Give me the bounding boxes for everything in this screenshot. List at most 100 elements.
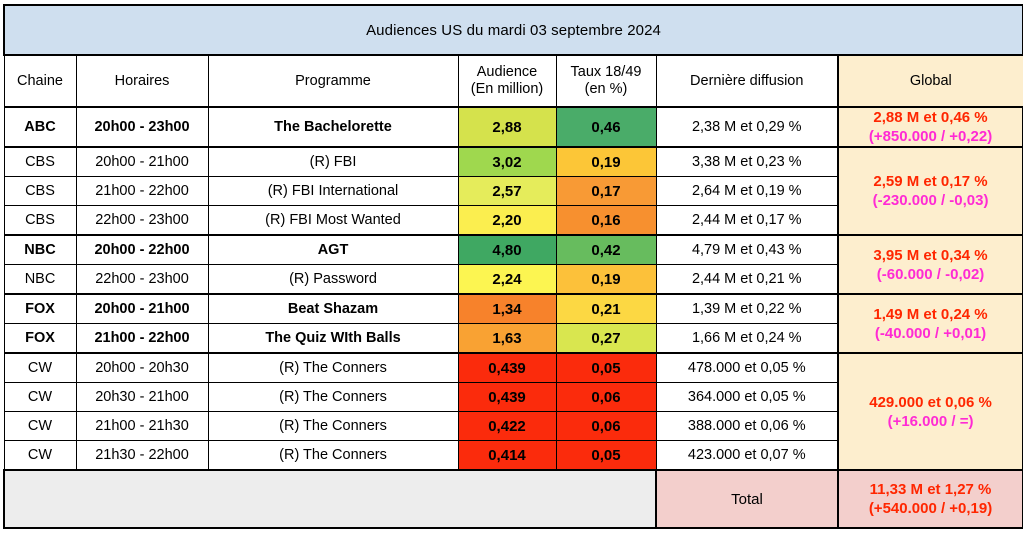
table-row[interactable]: CW 21h00 - 21h30 (R) The Conners 0,422 0,06 3… <box>3 411 1023 441</box>
cell-taux: 0,19 <box>555 146 657 177</box>
cell-global: 1,49 M et 0,24 % (-40.000 / +0,01) <box>836 293 1023 354</box>
cell-horaires: 21h00 - 22h00 <box>75 323 209 354</box>
cell-global: 2,59 M et 0,17 % (-230.000 / -0,03) <box>836 146 1023 236</box>
column-header-audience: Audience (En million) <box>457 54 557 108</box>
column-header-taux: Taux 18/49 (en %) <box>555 54 657 108</box>
total-main-value: 11,33 M et 1,27 % <box>869 481 992 498</box>
cell-audience: 0,422 <box>457 411 557 441</box>
global-main-value: 3,95 M et 0,34 % <box>873 246 988 264</box>
table-row[interactable]: ABC 20h00 - 23h00 The Bachelorette 2,88 0,46… <box>3 106 1023 148</box>
header-row: Chaine Horaires Programme Audience (En m… <box>3 54 1023 108</box>
cell-programme: (R) The Conners <box>207 382 459 412</box>
cell-chaine: CW <box>3 382 77 412</box>
total-label: Total <box>655 469 839 529</box>
column-header-taux-line1: Taux 18/49 <box>570 64 642 80</box>
cell-chaine: CBS <box>3 205 77 236</box>
cell-horaires: 21h00 - 21h30 <box>75 411 209 441</box>
cell-derniere-diffusion: 423.000 et 0,07 % <box>655 440 839 471</box>
cell-taux: 0,27 <box>555 323 657 354</box>
table-row[interactable]: CBS 20h00 - 21h00 (R) FBI 3,02 0,19 3,38 M et… <box>3 146 1023 236</box>
table-row[interactable]: CW 20h00 - 20h30 (R) The Conners 0,439 0,05 4… <box>3 352 1023 471</box>
cell-derniere-diffusion: 2,38 M et 0,29 % <box>655 106 839 148</box>
cell-global: 2,88 M et 0,46 % (+850.000 / +0,22) <box>836 106 1023 148</box>
cell-programme: (R) FBI International <box>207 176 459 206</box>
cell-taux: 0,46 <box>555 106 657 148</box>
cell-audience: 4,80 <box>457 234 557 265</box>
cell-audience: 2,24 <box>457 264 557 295</box>
cell-horaires: 20h00 - 22h00 <box>75 234 209 265</box>
global-main-value: 2,59 M et 0,17 % <box>873 173 988 190</box>
cell-horaires: 22h00 - 23h00 <box>75 205 209 236</box>
table-row[interactable]: FOX 20h00 - 21h00 Beat Shazam 1,34 0,21 1,39 … <box>3 293 1023 354</box>
cell-programme: The Bachelorette <box>207 106 459 148</box>
cell-audience: 1,34 <box>457 293 557 324</box>
cell-chaine: CBS <box>3 176 77 206</box>
cell-chaine: CW <box>3 440 77 471</box>
cell-horaires: 22h00 - 23h00 <box>75 264 209 295</box>
cell-audience: 3,02 <box>457 146 557 177</box>
total-delta-value: (+540.000 / +0,19) <box>868 500 993 517</box>
cell-programme: AGT <box>207 234 459 265</box>
cell-taux: 0,21 <box>555 293 657 324</box>
cell-horaires: 20h00 - 23h00 <box>75 106 209 148</box>
cell-derniere-diffusion: 1,39 M et 0,22 % <box>655 293 839 324</box>
cell-global: 429.000 et 0,06 % (+16.000 / =) <box>836 352 1023 471</box>
cell-programme: (R) The Conners <box>207 440 459 471</box>
table-row[interactable]: CW 20h30 - 21h00 (R) The Conners 0,439 0,06 3… <box>3 382 1023 412</box>
cell-derniere-diffusion: 364.000 et 0,05 % <box>655 382 839 412</box>
cell-programme: (R) FBI Most Wanted <box>207 205 459 236</box>
audience-table: Audiences US du mardi 03 septembre 2024 … <box>2 4 1023 529</box>
table-row[interactable]: CW 21h30 - 22h00 (R) The Conners 0,414 0,05 4… <box>3 440 1023 471</box>
cell-chaine: FOX <box>3 323 77 354</box>
cell-chaine: FOX <box>3 293 77 324</box>
column-header-derniere-diffusion: Dernière diffusion <box>655 54 839 108</box>
cell-taux: 0,19 <box>555 264 657 295</box>
cell-derniere-diffusion: 1,66 M et 0,24 % <box>655 323 839 354</box>
cell-audience: 0,439 <box>457 352 557 383</box>
cell-chaine: ABC <box>3 106 77 148</box>
cell-audience: 1,63 <box>457 323 557 354</box>
cell-taux: 0,17 <box>555 176 657 206</box>
column-header-taux-line2: (en %) <box>584 81 628 97</box>
table-row[interactable]: NBC 20h00 - 22h00 AGT 4,80 0,42 4,79 M et 0,4… <box>3 234 1023 295</box>
spreadsheet-canvas: Audiences US du mardi 03 septembre 2024 … <box>0 4 1023 546</box>
cell-audience: 2,20 <box>457 205 557 236</box>
cell-programme: Beat Shazam <box>207 293 459 324</box>
cell-chaine: NBC <box>3 264 77 295</box>
cell-derniere-diffusion: 388.000 et 0,06 % <box>655 411 839 441</box>
global-main-value: 1,49 M et 0,24 % <box>873 305 988 323</box>
global-delta-value: (+16.000 / =) <box>887 412 974 430</box>
global-delta-value: (-40.000 / +0,01) <box>874 324 987 342</box>
cell-horaires: 21h00 - 22h00 <box>75 176 209 206</box>
cell-global: 3,95 M et 0,34 % (-60.000 / -0,02) <box>836 234 1023 295</box>
column-header-audience-line2: (En million) <box>470 81 544 97</box>
cell-derniere-diffusion: 2,44 M et 0,17 % <box>655 205 839 236</box>
cell-audience: 2,57 <box>457 176 557 206</box>
cell-horaires: 20h00 - 20h30 <box>75 352 209 383</box>
cell-horaires: 20h30 - 21h00 <box>75 382 209 412</box>
table-row[interactable]: CBS 22h00 - 23h00 (R) FBI Most Wanted 2,20 0… <box>3 205 1023 236</box>
cell-horaires: 20h00 - 21h00 <box>75 293 209 324</box>
table-row[interactable]: NBC 22h00 - 23h00 (R) Password 2,24 0,19 2,44… <box>3 264 1023 295</box>
cell-taux: 0,16 <box>555 205 657 236</box>
table-row[interactable]: CBS 21h00 - 22h00 (R) FBI International 2,5… <box>3 176 1023 206</box>
global-delta-value: (-60.000 / -0,02) <box>876 265 985 283</box>
cell-derniere-diffusion: 2,64 M et 0,19 % <box>655 176 839 206</box>
global-main-value: 2,88 M et 0,46 % <box>873 109 988 126</box>
column-header-global: Global <box>836 54 1023 108</box>
cell-audience: 0,439 <box>457 382 557 412</box>
cell-programme: (R) The Conners <box>207 352 459 383</box>
cell-chaine: CW <box>3 411 77 441</box>
cell-programme: The Quiz WIth Balls <box>207 323 459 354</box>
global-delta-value: (-230.000 / -0,03) <box>872 192 989 209</box>
empty-spacer-cell <box>3 469 657 529</box>
column-header-programme: Programme <box>207 54 459 108</box>
cell-audience: 0,414 <box>457 440 557 471</box>
cell-chaine: CW <box>3 352 77 383</box>
cell-horaires: 21h30 - 22h00 <box>75 440 209 471</box>
cell-taux: 0,05 <box>555 352 657 383</box>
cell-audience: 2,88 <box>457 106 557 148</box>
cell-programme: (R) Password <box>207 264 459 295</box>
cell-taux: 0,05 <box>555 440 657 471</box>
cell-taux: 0,06 <box>555 382 657 412</box>
